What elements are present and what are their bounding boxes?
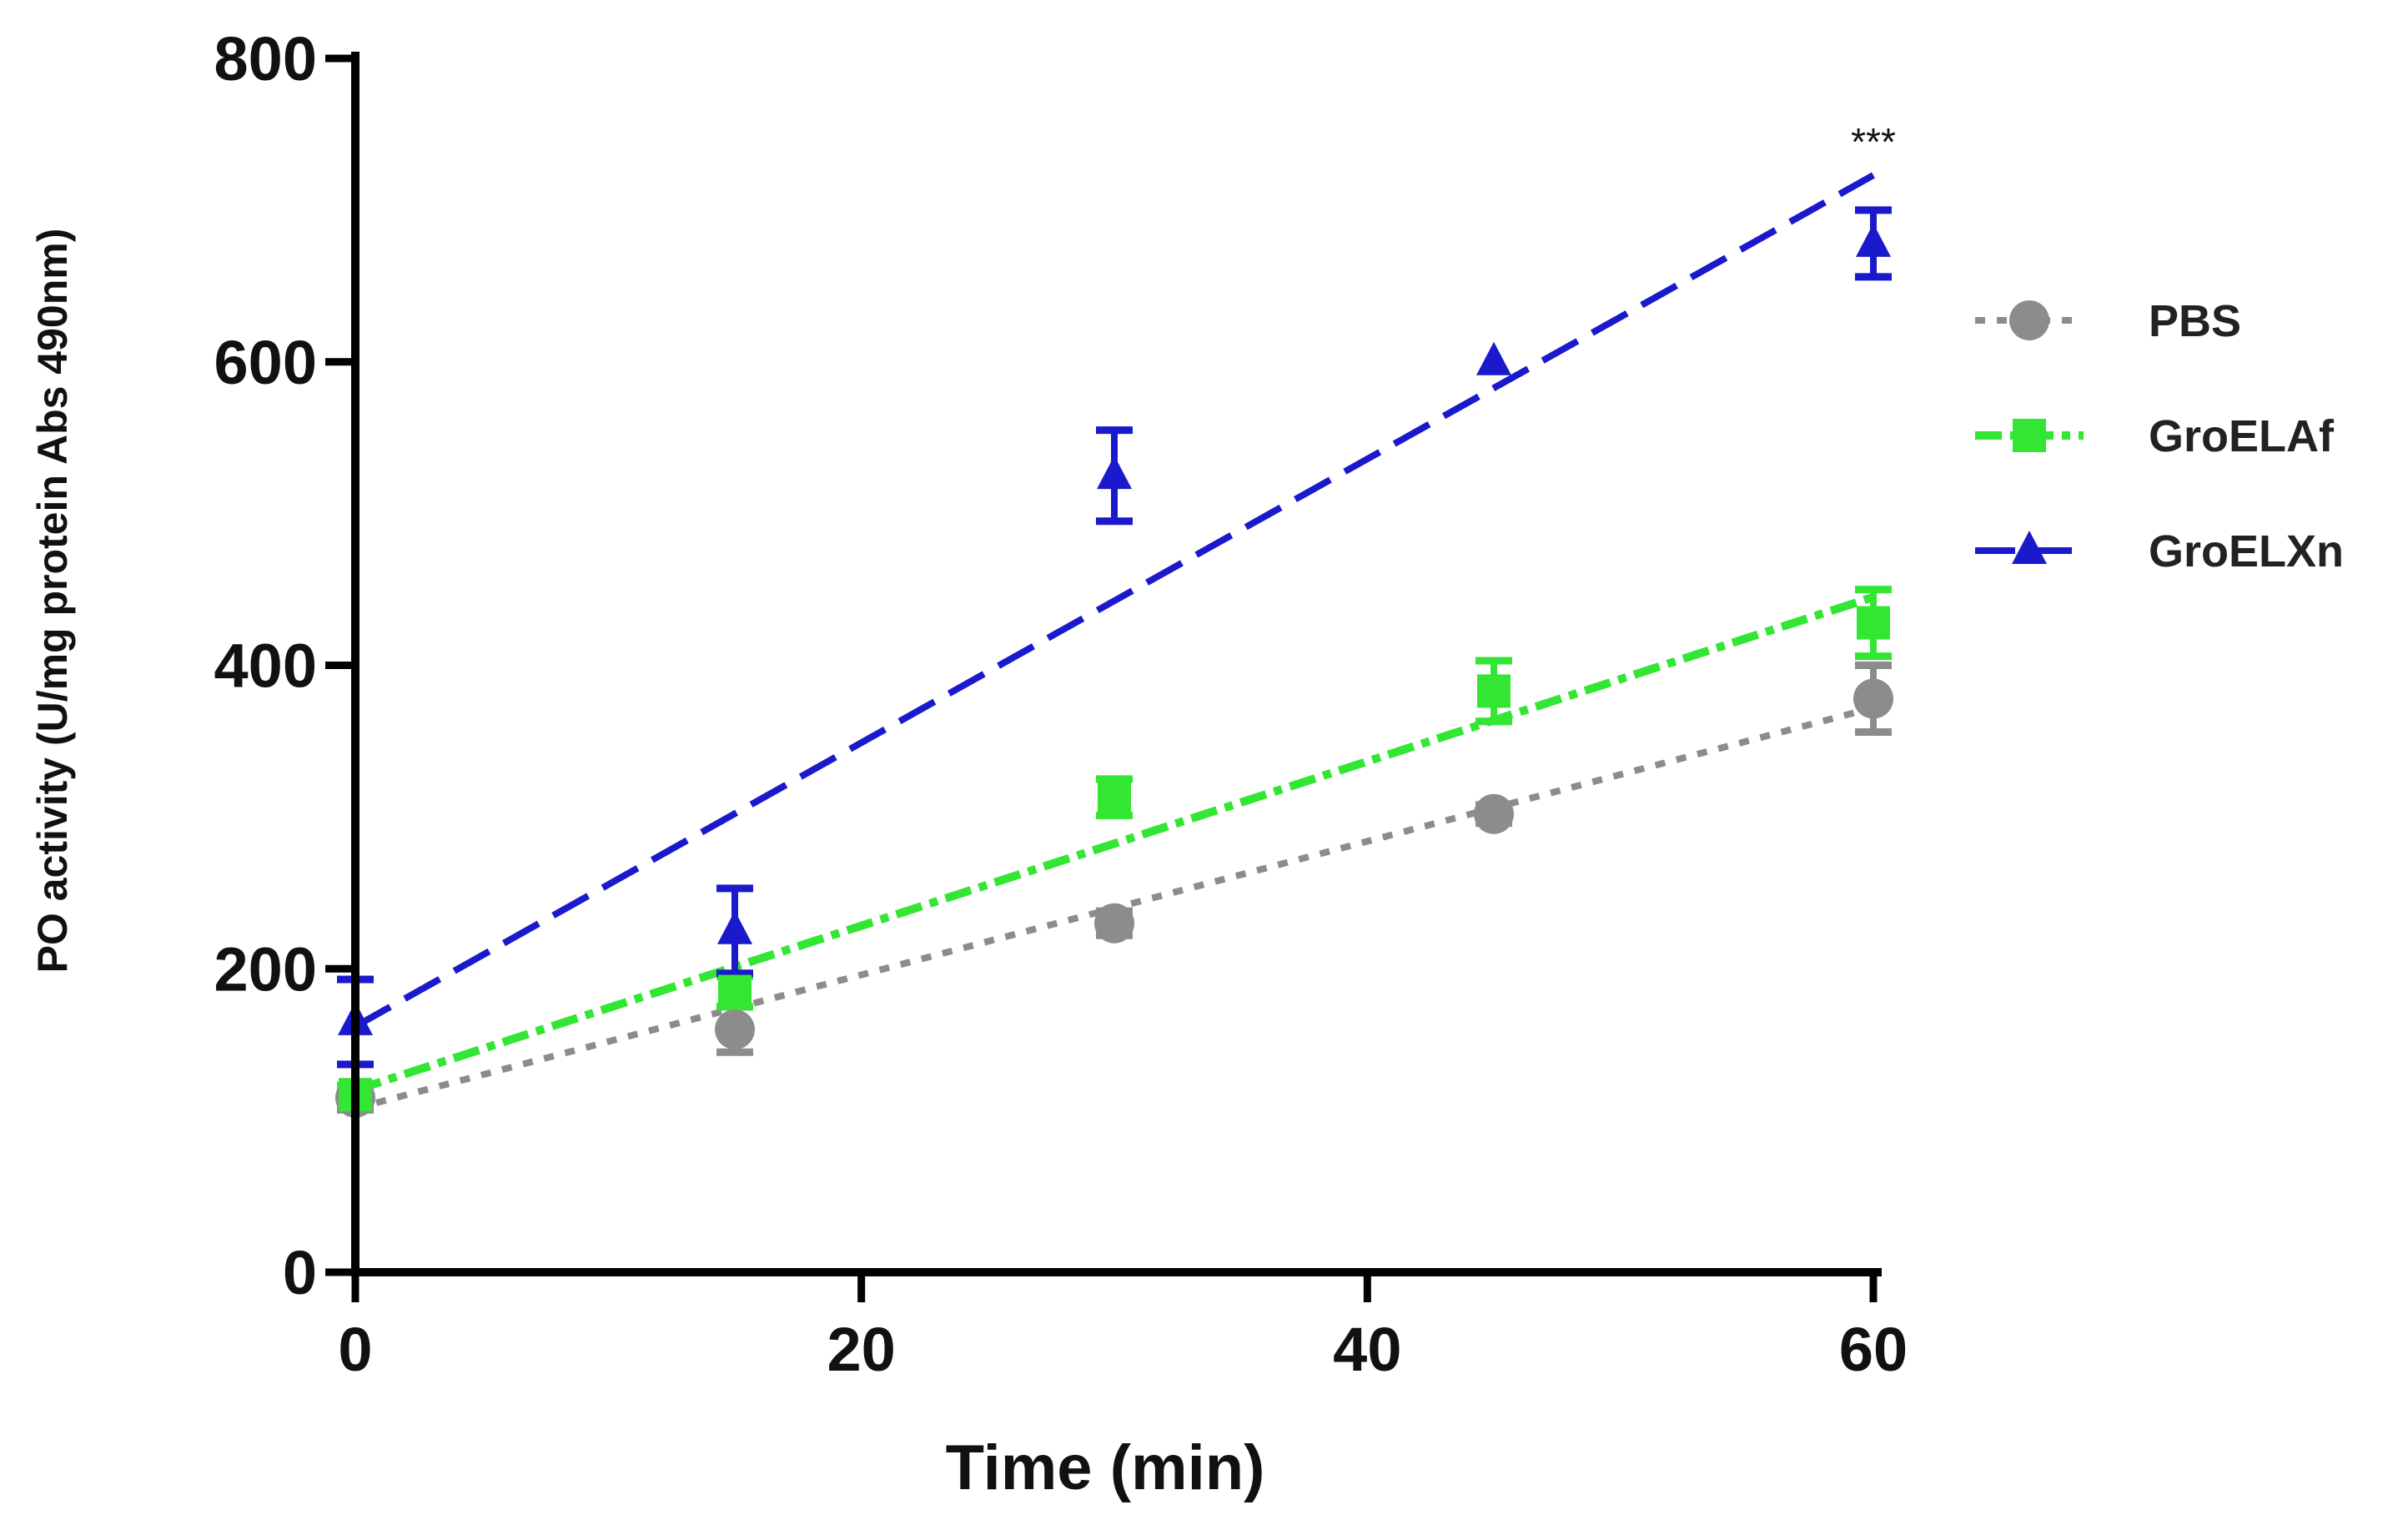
error-bars bbox=[337, 206, 1892, 1114]
legend-item-pbs: PBS bbox=[1975, 296, 2241, 346]
x-tick-label: 0 bbox=[338, 1315, 372, 1384]
significance-annotation: *** bbox=[1851, 120, 1896, 164]
legend-marker-pbs bbox=[2009, 300, 2049, 340]
y-axis-title: PO activity (U/mg protein Abs 490nm) bbox=[29, 229, 76, 974]
fit-lines bbox=[354, 172, 1875, 1112]
data-point-groelxn bbox=[717, 910, 752, 944]
data-point-groelxn bbox=[1856, 223, 1891, 257]
data-point-groelaf bbox=[718, 974, 752, 1009]
data-point-pbs bbox=[1474, 793, 1514, 834]
data-point-pbs bbox=[715, 1009, 755, 1049]
y-tick-label: 0 bbox=[283, 1238, 317, 1307]
annotations: *** bbox=[1851, 120, 1896, 164]
legend-item-groelxn: GroELXn bbox=[1975, 526, 2344, 576]
y-tick-label: 400 bbox=[214, 632, 317, 701]
y-tick-label: 200 bbox=[214, 934, 317, 1004]
fit-line-groelxn bbox=[354, 172, 1875, 1029]
data-point-groelaf bbox=[1098, 780, 1131, 814]
legend-label-pbs: PBS bbox=[2149, 296, 2241, 346]
fit-line-groelaf bbox=[354, 592, 1875, 1095]
axes bbox=[351, 52, 1882, 1276]
legend-marker-groelxn bbox=[2012, 531, 2047, 564]
x-tick-label: 20 bbox=[827, 1315, 896, 1384]
x-axis-title: Time (min) bbox=[946, 1432, 1265, 1503]
data-point-pbs bbox=[1094, 903, 1134, 944]
x-tick-label: 60 bbox=[1839, 1315, 1908, 1384]
y-ticks: 0 200 400 600 800 bbox=[214, 24, 355, 1307]
legend: PBS GroELAf GroELXn bbox=[1975, 296, 2344, 576]
legend-label-groelaf: GroELAf bbox=[2149, 411, 2335, 461]
data-point-groelxn bbox=[1097, 455, 1132, 490]
y-tick-label: 600 bbox=[214, 328, 317, 397]
data-point-groelaf bbox=[1857, 606, 1890, 640]
data-point-pbs bbox=[1853, 678, 1893, 719]
data-markers bbox=[335, 223, 1893, 1118]
x-tick-label: 40 bbox=[1333, 1315, 1401, 1384]
y-tick-label: 800 bbox=[214, 24, 317, 93]
x-ticks: 0 20 40 60 bbox=[338, 1272, 1908, 1384]
legend-marker-groelaf bbox=[2013, 419, 2046, 452]
legend-label-groelxn: GroELXn bbox=[2149, 526, 2344, 576]
data-point-groelxn bbox=[1476, 341, 1511, 375]
legend-item-groelaf: GroELAf bbox=[1975, 411, 2335, 461]
data-point-groelaf bbox=[1477, 674, 1511, 708]
